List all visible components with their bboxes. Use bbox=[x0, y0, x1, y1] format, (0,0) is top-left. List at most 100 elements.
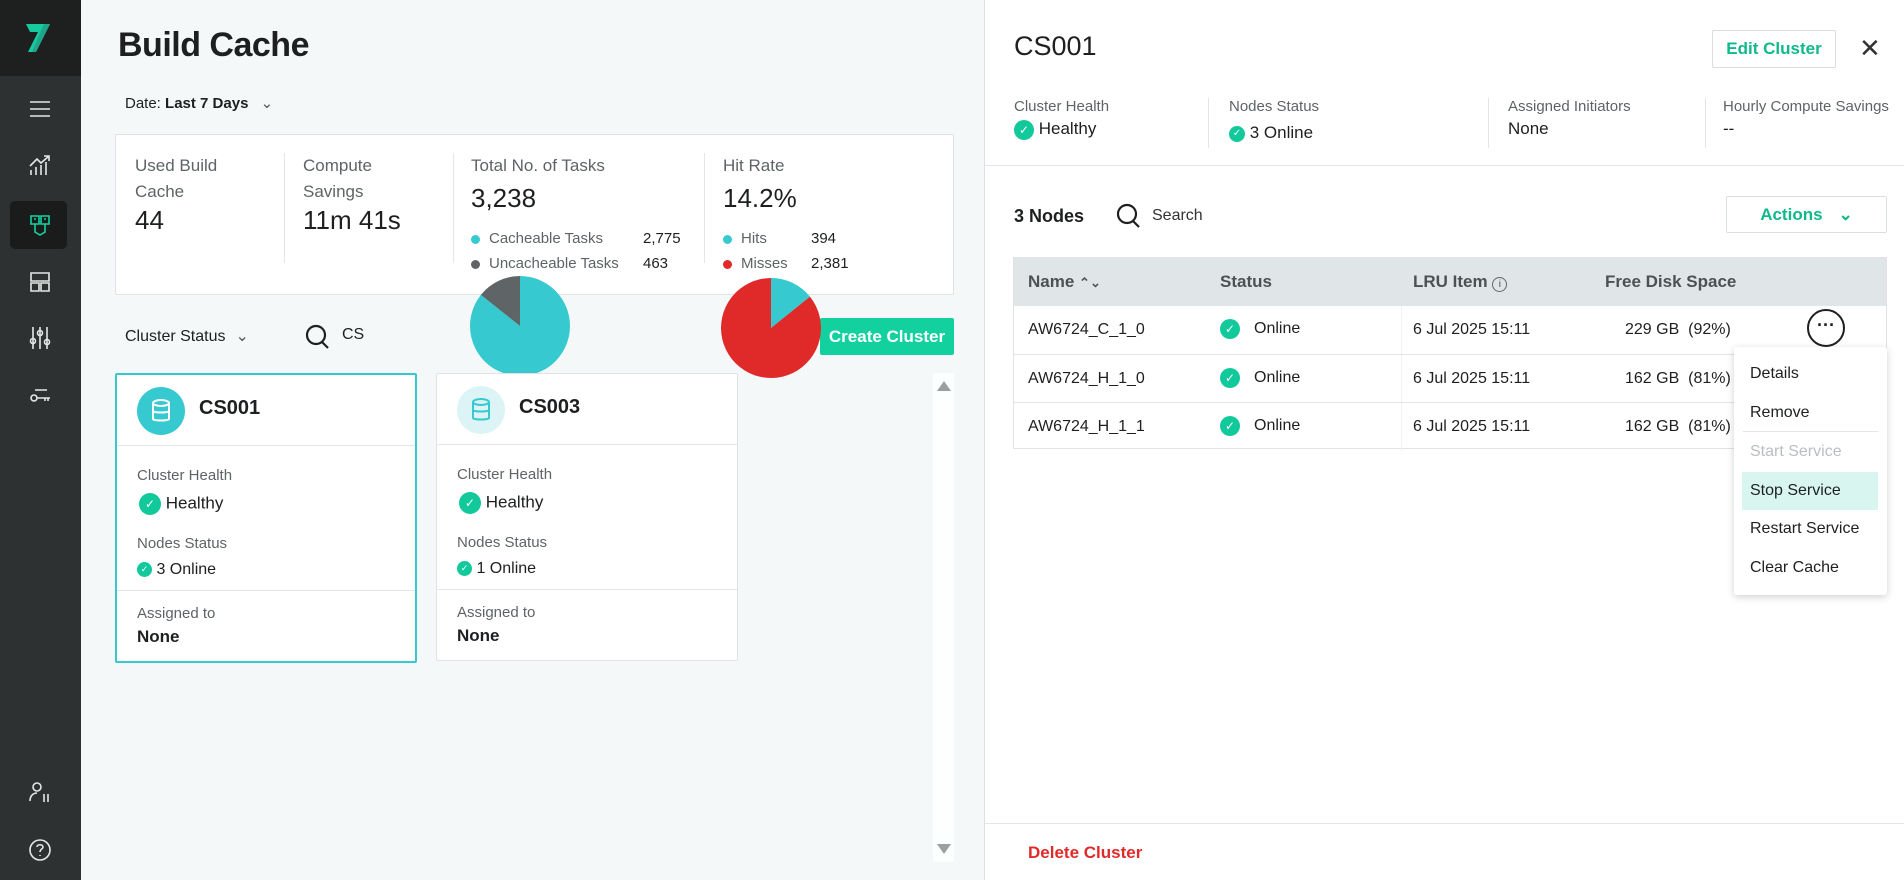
stat-hit-rate: Hit Rate 14.2% Hits 394 Misses 2,381 bbox=[723, 153, 923, 272]
page-title: Build Cache bbox=[118, 26, 309, 64]
app-logo[interactable] bbox=[0, 0, 81, 76]
stat-compute-savings: Compute Savings 11m 41s bbox=[303, 153, 401, 236]
menu-item-restart-service[interactable]: Restart Service bbox=[1750, 520, 1860, 537]
divider bbox=[1401, 306, 1402, 354]
check-circle-icon: ✓ bbox=[1014, 119, 1034, 140]
column-header-lru: LRU Item i bbox=[1413, 272, 1508, 292]
node-lru: 6 Jul 2025 15:11 bbox=[1413, 418, 1531, 435]
header-label: LRU Item bbox=[1413, 272, 1488, 291]
help-icon[interactable] bbox=[20, 830, 60, 870]
chevron-down-icon: ⌄ bbox=[1838, 204, 1853, 224]
cluster-status-filter[interactable]: Cluster Status ⌄ bbox=[125, 326, 249, 346]
assigned-label: Assigned to bbox=[137, 605, 216, 622]
menu-item-clear-cache[interactable]: Clear Cache bbox=[1750, 559, 1839, 576]
user-settings-icon[interactable] bbox=[20, 772, 60, 812]
assigned-value: None bbox=[137, 627, 180, 646]
legend-uncacheable: Uncacheable Tasks 463 bbox=[471, 255, 691, 272]
cluster-health-value: Healthy bbox=[485, 492, 544, 512]
divider bbox=[985, 823, 1904, 824]
menu-item-remove[interactable]: Remove bbox=[1750, 404, 1810, 421]
legend-dot bbox=[471, 260, 480, 269]
stats-card: Used Build Cache 44 Compute Savings 11m … bbox=[115, 134, 954, 295]
menu-icon[interactable] bbox=[20, 89, 60, 129]
legend-label: Uncacheable Tasks bbox=[489, 255, 619, 272]
stat-label: Hit Rate bbox=[723, 156, 785, 175]
stat-label: Compute bbox=[303, 156, 372, 175]
search-icon[interactable] bbox=[304, 323, 332, 351]
chevron-down-icon: ⌄ bbox=[235, 328, 249, 345]
nodes-status-label: Nodes Status bbox=[137, 535, 228, 552]
column-header-name[interactable]: Name ⌃⌄ bbox=[1028, 272, 1101, 292]
cluster-card[interactable]: CS003 Cluster Health ✓ Healthy Nodes Sta… bbox=[436, 373, 738, 661]
legend-misses: Misses 2,381 bbox=[723, 255, 923, 272]
scroll-down-arrow-icon[interactable] bbox=[937, 844, 951, 854]
table-row[interactable]: AW6724_C_1_0 ✓ Online 6 Jul 2025 15:11 22… bbox=[1014, 306, 1886, 354]
key-icon[interactable] bbox=[20, 375, 60, 415]
nodes-search-input[interactable]: Search bbox=[1152, 207, 1203, 224]
stat-label: Used Build bbox=[135, 156, 218, 175]
create-cluster-button[interactable]: Create Cluster bbox=[820, 318, 954, 355]
stat-used-build-cache: Used Build Cache 44 bbox=[135, 153, 217, 236]
info-nodes-status: Nodes Status ✓ 3 Online bbox=[1229, 98, 1319, 143]
node-lru: 6 Jul 2025 15:11 bbox=[1413, 321, 1531, 338]
legend-value: 463 bbox=[643, 255, 669, 272]
menu-item-stop-service[interactable]: Stop Service bbox=[1742, 472, 1878, 510]
cluster-search-input[interactable]: CS bbox=[342, 326, 365, 343]
divider bbox=[1705, 98, 1706, 148]
settings-sliders-icon[interactable] bbox=[20, 318, 60, 358]
cluster-health-label: Cluster Health bbox=[137, 467, 233, 484]
actions-label: Actions bbox=[1760, 204, 1823, 224]
logo-icon bbox=[26, 24, 50, 52]
header-label: Name bbox=[1028, 272, 1075, 291]
menu-item-start-service: Start Service bbox=[1750, 443, 1842, 460]
date-filter[interactable]: Date: Last 7 Days ⌄ bbox=[125, 94, 273, 112]
actions-dropdown-button[interactable]: Actions ⌄ bbox=[1726, 196, 1887, 233]
chevron-down-icon: ⌄ bbox=[260, 95, 274, 112]
delete-cluster-button[interactable]: Delete Cluster bbox=[1028, 843, 1143, 862]
close-icon[interactable]: ✕ bbox=[1859, 33, 1881, 63]
column-header-status: Status bbox=[1220, 272, 1272, 291]
info-value: 3 Online bbox=[1249, 123, 1314, 142]
cluster-card[interactable]: CS001 Cluster Health ✓ Healthy Nodes Sta… bbox=[115, 373, 417, 663]
divider bbox=[985, 165, 1904, 166]
legend-hits: Hits 394 bbox=[723, 230, 923, 247]
legend-label: Cacheable Tasks bbox=[489, 230, 603, 247]
node-disk: 162 GB bbox=[1625, 418, 1680, 435]
check-circle-icon: ✓ bbox=[137, 562, 152, 578]
build-cache-icon[interactable] bbox=[20, 205, 60, 245]
search-icon[interactable] bbox=[1115, 202, 1143, 230]
info-value: None bbox=[1508, 119, 1549, 138]
scrollbar[interactable] bbox=[933, 373, 954, 862]
cluster-name: CS003 bbox=[519, 396, 581, 418]
table-row[interactable]: AW6724_H_1_1 ✓ Online 6 Jul 2025 15:11 16… bbox=[1014, 402, 1886, 451]
divider bbox=[1401, 355, 1402, 403]
check-circle-icon: ✓ bbox=[1220, 368, 1240, 388]
scroll-up-arrow-icon[interactable] bbox=[937, 381, 951, 391]
divider bbox=[704, 153, 705, 263]
sidebar-item-build-cache[interactable] bbox=[10, 201, 67, 249]
node-disk-pct: (81%) bbox=[1688, 418, 1731, 435]
divider bbox=[117, 445, 415, 446]
row-more-options-button[interactable]: ··· bbox=[1807, 309, 1845, 347]
node-lru: 6 Jul 2025 15:11 bbox=[1413, 370, 1531, 387]
divider bbox=[437, 444, 737, 445]
legend-value: 2,381 bbox=[811, 255, 849, 272]
edit-cluster-button[interactable]: Edit Cluster bbox=[1712, 30, 1836, 68]
analytics-icon[interactable] bbox=[20, 146, 60, 186]
stat-value: 14.2% bbox=[723, 183, 797, 213]
cluster-health-label: Cluster Health bbox=[457, 466, 553, 483]
pie-slice-uncacheable-tasks bbox=[480, 276, 520, 326]
database-icon bbox=[152, 399, 170, 422]
check-circle-icon: ✓ bbox=[1229, 125, 1245, 142]
info-value: Healthy bbox=[1038, 119, 1097, 138]
table-row[interactable]: AW6724_H_1_0 ✓ Online 6 Jul 2025 15:11 16… bbox=[1014, 354, 1886, 403]
nodes-status-value: 3 Online bbox=[156, 561, 217, 578]
dashboard-icon[interactable] bbox=[20, 262, 60, 302]
divider bbox=[284, 153, 285, 263]
info-icon[interactable]: i bbox=[1492, 277, 1508, 292]
node-name: AW6724_H_1_1 bbox=[1028, 418, 1145, 435]
divider bbox=[453, 153, 454, 263]
menu-item-details[interactable]: Details bbox=[1750, 365, 1799, 382]
sort-icon[interactable]: ⌃⌄ bbox=[1079, 275, 1101, 290]
stat-label: Cache bbox=[135, 182, 185, 201]
